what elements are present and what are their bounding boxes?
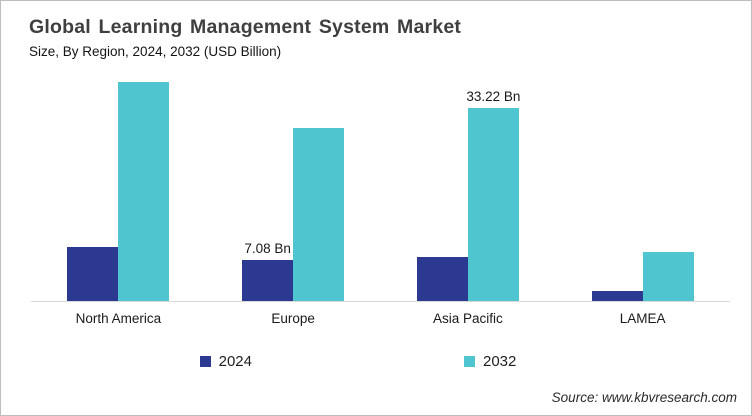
x-axis-label-europe: Europe — [271, 311, 315, 326]
chart-subtitle: Size, By Region, 2024, 2032 (USD Billion… — [29, 44, 282, 59]
bar-2032-asia-pacific: 33.22 Bn — [466, 89, 520, 301]
bar-2024-lamea — [591, 291, 643, 301]
bar-2032-lamea — [642, 252, 694, 301]
bar-group-europe: 7.08 Bn — [206, 69, 381, 301]
bar-2032-europe — [293, 128, 345, 301]
legend: 2024 2032 — [1, 353, 733, 370]
legend-item-2032: 2032 — [464, 353, 516, 370]
bar-2024-europe: 7.08 Bn — [242, 241, 294, 301]
legend-label-2032: 2032 — [483, 353, 517, 370]
data-label-2032-asia-pacific: 33.22 Bn — [466, 89, 521, 104]
bar-2024-asia-pacific — [416, 257, 468, 301]
bar-group-lamea — [555, 69, 730, 301]
chart-title: Global Learning Management System Market — [29, 16, 462, 38]
chart-header: Global Learning Management System Market… — [1, 1, 751, 59]
bar-group-asia-pacific: 33.22 Bn — [381, 69, 556, 301]
x-axis-label-asia-pacific: Asia Pacific — [432, 311, 503, 326]
bar-2024-north-america — [67, 247, 119, 301]
plot-area: 7.08 Bn 33.22 Bn — [31, 69, 730, 302]
bar-group-north-america — [31, 69, 206, 301]
x-axis-label-north-america: North America — [75, 311, 162, 326]
legend-item-2024: 2024 — [199, 353, 252, 370]
legend-label-2024: 2024 — [218, 353, 252, 370]
x-axis-label-lamea: LAMEA — [619, 311, 666, 326]
data-label-2024-europe: 7.08 Bn — [244, 241, 291, 256]
x-axis: North America Europe Asia Pacific LAMEA — [31, 302, 730, 326]
bar-2032-north-america — [118, 82, 170, 301]
legend-swatch-2032 — [464, 356, 475, 367]
legend-swatch-2024 — [199, 356, 211, 367]
source-text: Source: www.kbvresearch.com — [551, 390, 737, 405]
